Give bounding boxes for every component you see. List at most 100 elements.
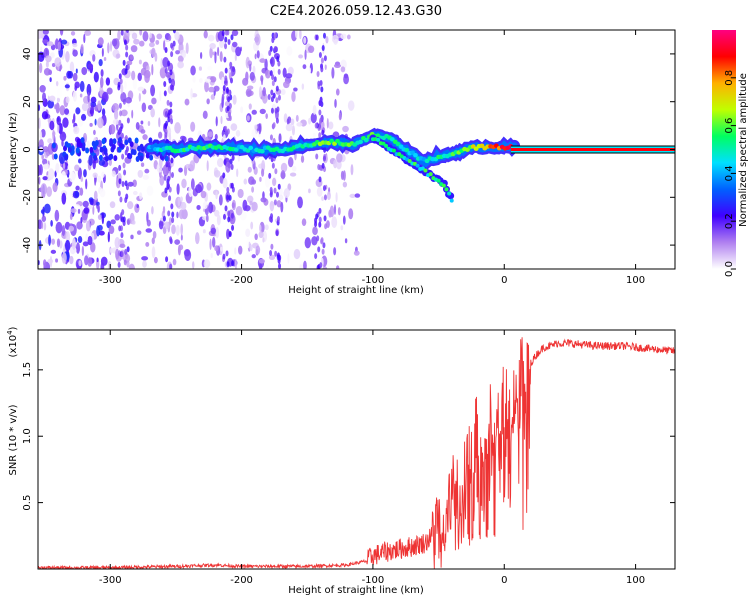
noise-speckle <box>349 193 356 199</box>
noise-speckle <box>185 163 191 169</box>
noise-speckle <box>151 206 154 215</box>
x-tick-label: 100 <box>626 275 645 286</box>
noise-speckle <box>172 258 177 266</box>
noise-speckle <box>280 201 284 213</box>
noise-speckle <box>109 247 113 254</box>
noise-speckle <box>51 238 56 245</box>
noise-speckle <box>312 226 318 236</box>
noise-speckle <box>98 230 105 236</box>
noise-speckle <box>60 39 68 45</box>
noise-speckle <box>259 224 262 233</box>
noise-speckle <box>223 159 227 166</box>
noise-speckle <box>90 105 94 117</box>
noise-speckle <box>124 139 129 146</box>
noise-speckle <box>62 162 66 170</box>
noise-speckle <box>156 33 163 40</box>
noise-speckle <box>137 169 144 178</box>
noise-speckle <box>258 231 264 239</box>
noise-speckle <box>260 75 264 82</box>
noise-speckle <box>209 46 213 59</box>
noise-speckle <box>137 86 145 92</box>
noise-speckle <box>202 229 206 234</box>
noise-speckle <box>163 174 167 181</box>
noise-speckle <box>212 236 216 248</box>
noise-speckle <box>230 164 234 171</box>
noise-speckle <box>231 30 239 37</box>
noise-speckle <box>190 178 195 190</box>
noise-speckle <box>316 186 323 197</box>
noise-speckle <box>136 204 139 209</box>
noise-speckle <box>139 40 145 47</box>
noise-speckle <box>45 60 49 68</box>
snr-series-line <box>38 337 675 569</box>
noise-speckle <box>65 239 71 252</box>
noise-speckle <box>272 122 276 129</box>
noise-speckle <box>113 155 118 162</box>
noise-speckle <box>40 183 48 196</box>
noise-speckle <box>234 247 237 255</box>
noise-speckle <box>249 244 253 252</box>
noise-speckle <box>69 171 76 183</box>
noise-speckle <box>210 227 217 235</box>
noise-speckle <box>179 196 183 202</box>
noise-speckle <box>225 250 229 257</box>
noise-speckle <box>56 115 61 126</box>
noise-speckle <box>90 96 97 104</box>
noise-speckle <box>147 120 151 127</box>
noise-speckle <box>89 198 94 206</box>
noise-speckle <box>177 61 184 69</box>
noise-speckle <box>97 204 100 213</box>
noise-speckle <box>178 244 184 251</box>
noise-speckle <box>318 221 322 228</box>
noise-speckle <box>315 213 319 220</box>
noise-speckle <box>235 46 242 57</box>
noise-speckle <box>230 182 234 189</box>
noise-speckle <box>81 103 89 111</box>
noise-speckle <box>314 122 318 129</box>
noise-speckle <box>61 139 64 147</box>
noise-speckle <box>52 129 55 141</box>
noise-speckle <box>199 52 203 60</box>
noise-speckle <box>226 194 230 201</box>
noise-speckle <box>129 141 134 148</box>
noise-speckle <box>109 201 116 209</box>
y-tick-label: 40 <box>22 48 33 61</box>
noise-speckle <box>172 30 176 34</box>
noise-speckle <box>100 69 104 77</box>
noise-speckle <box>56 238 61 248</box>
noise-speckle <box>303 36 307 44</box>
noise-speckle <box>318 51 322 58</box>
noise-speckle <box>235 205 243 216</box>
noise-speckle <box>77 167 82 180</box>
noise-speckle <box>53 121 57 127</box>
noise-speckle <box>119 142 124 149</box>
noise-speckle <box>208 201 214 214</box>
noise-speckle <box>249 200 253 206</box>
noise-speckle <box>325 36 329 44</box>
noise-speckle <box>246 237 250 249</box>
noise-speckle <box>126 64 130 71</box>
noise-speckle <box>223 134 226 142</box>
noise-speckle <box>236 168 239 178</box>
noise-speckle <box>276 55 280 62</box>
y-tick-label: -20 <box>22 189 33 205</box>
noise-speckle <box>318 100 322 107</box>
noise-speckle <box>47 138 53 144</box>
noise-speckle <box>343 74 349 85</box>
noise-speckle <box>53 153 58 160</box>
noise-speckle <box>214 245 219 252</box>
noise-speckle <box>247 166 252 173</box>
snr-x-axis: -300 -200 -100 0 100 <box>99 330 645 586</box>
noise-speckle <box>116 53 121 59</box>
noise-speckle <box>137 145 142 152</box>
noise-speckle <box>177 197 181 207</box>
noise-speckle <box>120 30 124 36</box>
noise-speckle <box>322 266 328 269</box>
noise-speckle <box>242 77 249 86</box>
noise-speckle <box>300 155 305 163</box>
noise-speckle <box>347 100 355 111</box>
noise-speckle <box>105 77 111 86</box>
noise-speckle <box>107 231 110 243</box>
noise-speckle <box>224 75 228 82</box>
noise-speckle <box>123 169 127 176</box>
